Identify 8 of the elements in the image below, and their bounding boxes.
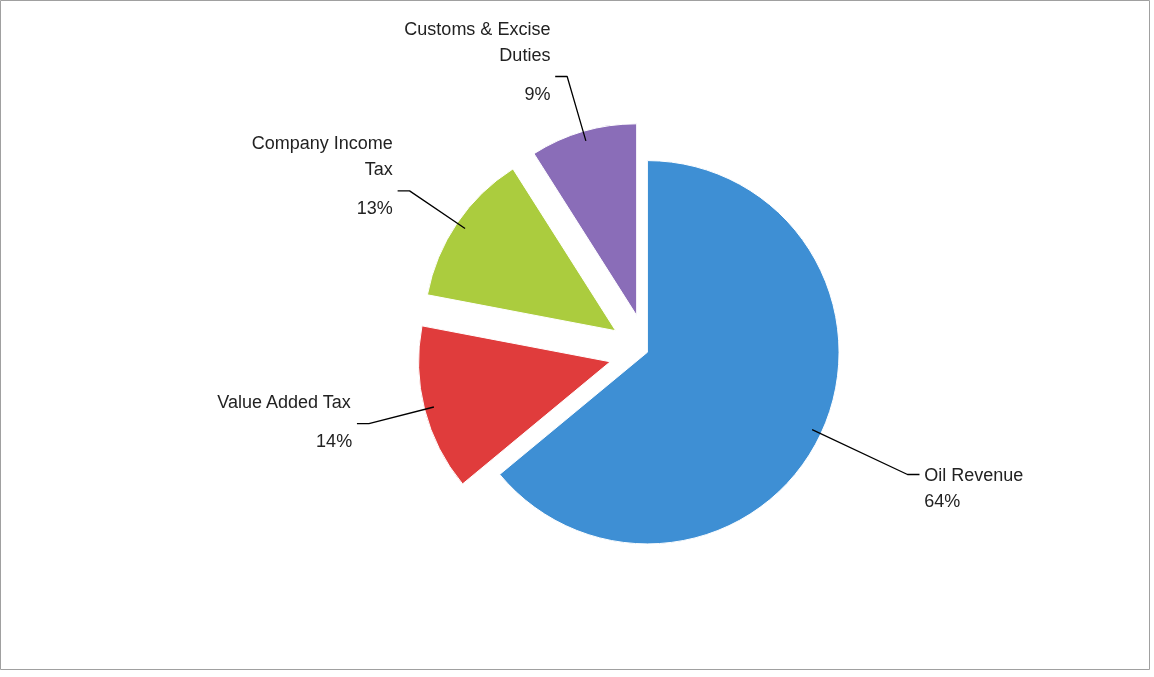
data-label: 9% <box>524 83 551 104</box>
slice-label: Value Added Tax <box>217 391 351 412</box>
data-label: 64% <box>924 491 961 512</box>
slice-label: Customs & Excise Duties <box>404 18 551 65</box>
slice-label: Oil Revenue <box>924 464 1024 485</box>
slice-label: Company Income Tax <box>251 132 393 179</box>
data-label: 14% <box>316 430 353 451</box>
data-label: 13% <box>356 198 393 219</box>
